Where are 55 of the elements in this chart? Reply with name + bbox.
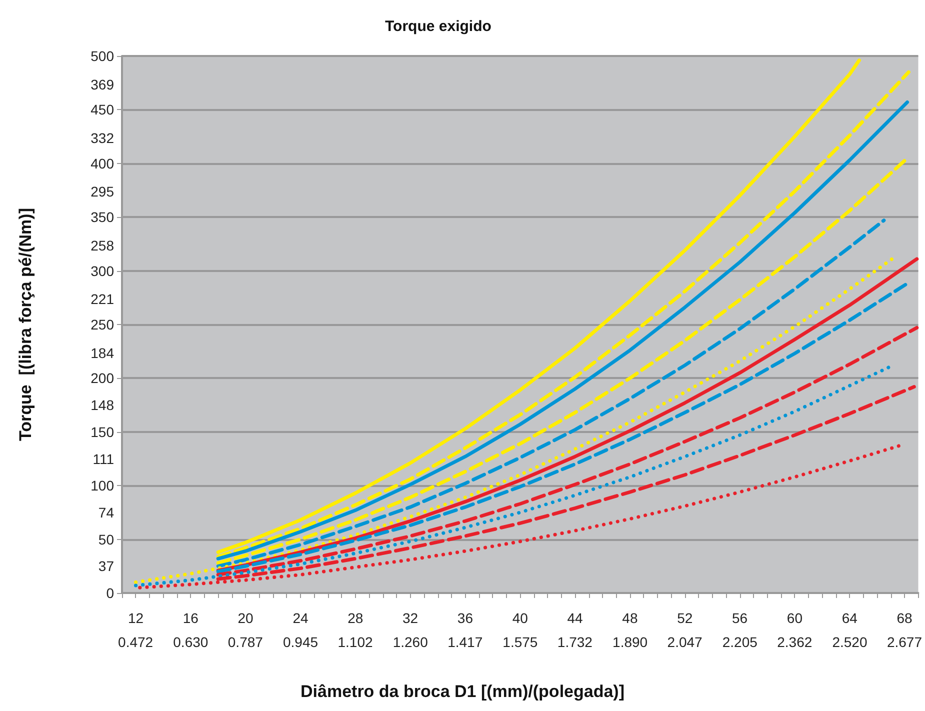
- x-tick-label: 60: [786, 610, 803, 626]
- y-tick-label: 450: [90, 102, 114, 118]
- x-tick-label: 48: [622, 610, 638, 626]
- y2-tick-label: 37: [98, 558, 114, 574]
- x2-tick-label: 2.047: [667, 634, 703, 650]
- x2-tick-label: 2.362: [777, 634, 812, 650]
- y-tick-label: 400: [90, 155, 114, 172]
- x2-tick-label: 1.575: [502, 634, 538, 650]
- y-tick-label: 300: [90, 262, 114, 279]
- y2-tick-label: 148: [90, 397, 114, 414]
- x2-tick-label: 1.890: [612, 634, 648, 650]
- y2-tick-label: 74: [98, 504, 114, 520]
- line-series: [134, 256, 896, 584]
- x2-tick-label: 1.102: [338, 634, 373, 650]
- x-tick-label: 16: [182, 610, 199, 626]
- x-tick-label: 32: [402, 610, 418, 626]
- x-tick-label: 24: [292, 610, 308, 626]
- y2-axis-title: Torque [(libra força pé/(Nm)]: [16, 208, 35, 441]
- y2-tick-label: 332: [90, 130, 114, 146]
- x-tick-label: 12: [128, 610, 144, 626]
- y-tick-label: 150: [90, 424, 114, 440]
- y-tick-label: 0: [106, 585, 114, 601]
- x-tick-label: 52: [677, 610, 693, 626]
- x2-tick-label: 2.205: [722, 634, 758, 650]
- x-tick-label: 40: [512, 610, 528, 626]
- y-tick-label: 250: [90, 316, 114, 332]
- y2-tick-label: 369: [90, 76, 114, 92]
- x-tick-label: 68: [896, 610, 913, 626]
- x2-tick-label: 2.677: [886, 634, 922, 650]
- x2-tick-label: 0.630: [173, 634, 208, 650]
- y-tick-label: 500: [90, 48, 114, 64]
- y2-tick-label: 258: [90, 237, 114, 254]
- x-tick-label: 56: [732, 610, 748, 626]
- y-tick-label: 200: [90, 370, 114, 386]
- x2-tick-label: 2.520: [832, 634, 868, 650]
- chart-title: Torque exigido: [385, 18, 492, 35]
- x2-tick-label: 1.260: [392, 634, 428, 650]
- y2-tick-label: 295: [90, 184, 114, 200]
- y2-tick-label: 221: [90, 291, 114, 308]
- y-tick-label: 350: [90, 209, 114, 226]
- x2-tick-label: 1.732: [557, 634, 593, 650]
- y-tick-label: 100: [90, 478, 114, 494]
- x-tick-label: 28: [348, 610, 364, 626]
- y-tick-label: 50: [98, 531, 114, 548]
- x2-tick-label: 0.945: [282, 634, 318, 650]
- x-tick-label: 36: [457, 610, 474, 626]
- x-axis-title: Diâmetro da broca D1 [(mm)/(polegada)]: [300, 682, 625, 701]
- x-tick-label: 20: [238, 610, 254, 626]
- x-tick-label: 44: [567, 610, 584, 626]
- x2-tick-label: 1.417: [448, 634, 483, 650]
- y2-tick-label: 184: [90, 344, 114, 361]
- x2-tick-label: 0.787: [228, 634, 264, 650]
- x-tick-label: 64: [842, 610, 858, 626]
- y2-tick-label: 111: [92, 450, 114, 467]
- x2-tick-label: 0.472: [118, 634, 154, 650]
